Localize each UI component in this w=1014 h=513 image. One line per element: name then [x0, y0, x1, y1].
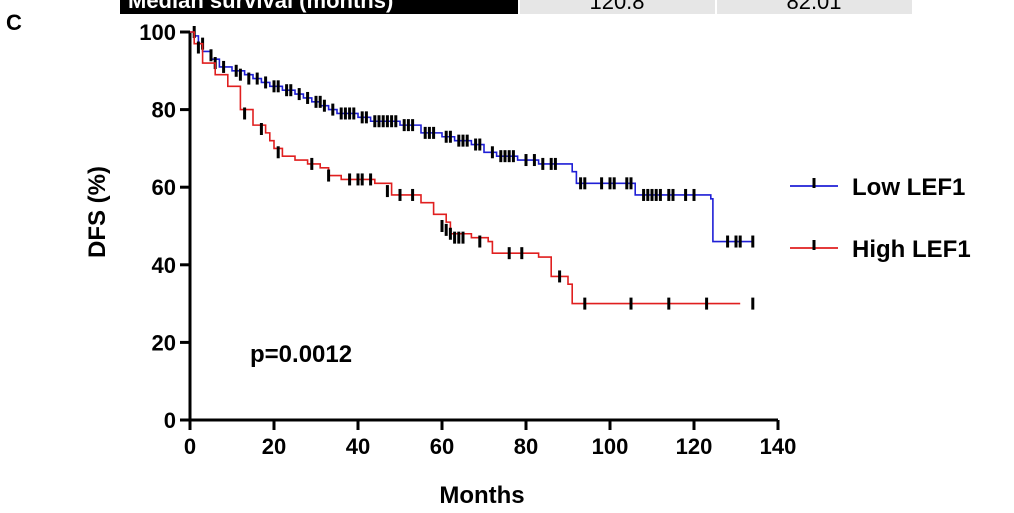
series-line-high-lef1	[190, 31, 741, 305]
x-axis-title: Months	[439, 482, 524, 508]
x-tick-label-80: 80	[514, 434, 538, 459]
header-cell-high	[717, 0, 912, 14]
y-axis-title: DFS (%)	[84, 166, 111, 258]
header-cell-high-text: 82.01	[786, 0, 841, 14]
x-tick-label-0: 0	[184, 434, 196, 459]
legend-label-low-lef1: Low LEF1	[852, 174, 965, 201]
y-tick-label-40: 40	[152, 253, 176, 278]
legend: Low LEF1 High LEF1	[790, 174, 971, 263]
header-cell-low-text: 120.8	[589, 0, 644, 14]
censor-marks-high-lef1	[196, 41, 755, 310]
y-tick-label-20: 20	[152, 330, 176, 355]
x-tick-label-100: 100	[592, 434, 629, 459]
legend-label-high-lef1: High LEF1	[852, 236, 971, 263]
series-layer	[190, 26, 755, 310]
y-tick-label-60: 60	[152, 175, 176, 200]
header-label-cell	[120, 0, 518, 14]
y-tick-label-100: 100	[139, 20, 176, 45]
x-tick-label-60: 60	[430, 434, 454, 459]
x-tick-label-120: 120	[676, 434, 713, 459]
median-survival-header: Median survival (months) 120.8 82.01	[120, 0, 912, 14]
x-tick-label-40: 40	[346, 434, 370, 459]
x-tick-label-140: 140	[760, 434, 797, 459]
series-line-low-lef1	[190, 31, 753, 243]
p-value-annotation: p=0.0012	[250, 341, 352, 368]
axes: 0 20 40 60 80 100 0 20 40 60 80 100 120 140	[139, 20, 796, 459]
y-tick-label-0: 0	[164, 408, 176, 433]
x-tick-label-20: 20	[262, 434, 286, 459]
header-label-text: Median survival (months)	[128, 0, 393, 13]
y-tick-label-80: 80	[152, 98, 176, 123]
header-cell-low	[520, 0, 715, 14]
censor-marks-low-lef1	[192, 26, 755, 248]
panel-label: C	[6, 10, 22, 35]
